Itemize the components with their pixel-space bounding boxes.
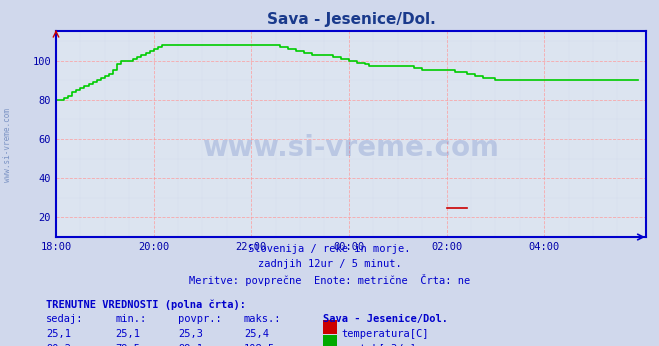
Text: sedaj:: sedaj: (46, 314, 84, 324)
Text: 79,5: 79,5 (115, 344, 140, 346)
Text: 90,2: 90,2 (46, 344, 71, 346)
Text: 99,1: 99,1 (178, 344, 203, 346)
Text: min.:: min.: (115, 314, 146, 324)
Text: Meritve: povprečne  Enote: metrične  Črta: ne: Meritve: povprečne Enote: metrične Črta:… (189, 274, 470, 286)
Text: 25,1: 25,1 (115, 329, 140, 339)
Text: zadnjih 12ur / 5 minut.: zadnjih 12ur / 5 minut. (258, 259, 401, 269)
Text: temperatura[C]: temperatura[C] (341, 329, 429, 339)
Text: pretok[m3/s]: pretok[m3/s] (341, 344, 416, 346)
Text: 25,3: 25,3 (178, 329, 203, 339)
Text: www.si-vreme.com: www.si-vreme.com (202, 135, 500, 163)
Text: povpr.:: povpr.: (178, 314, 221, 324)
Title: Sava - Jesenice/Dol.: Sava - Jesenice/Dol. (266, 12, 436, 27)
Text: 108,5: 108,5 (244, 344, 275, 346)
Text: Sava - Jesenice/Dol.: Sava - Jesenice/Dol. (323, 314, 448, 324)
Text: www.si-vreme.com: www.si-vreme.com (3, 108, 13, 182)
Text: maks.:: maks.: (244, 314, 281, 324)
Text: 25,4: 25,4 (244, 329, 269, 339)
Text: 25,1: 25,1 (46, 329, 71, 339)
Text: TRENUTNE VREDNOSTI (polna črta):: TRENUTNE VREDNOSTI (polna črta): (46, 299, 246, 310)
Text: Slovenija / reke in morje.: Slovenija / reke in morje. (248, 244, 411, 254)
